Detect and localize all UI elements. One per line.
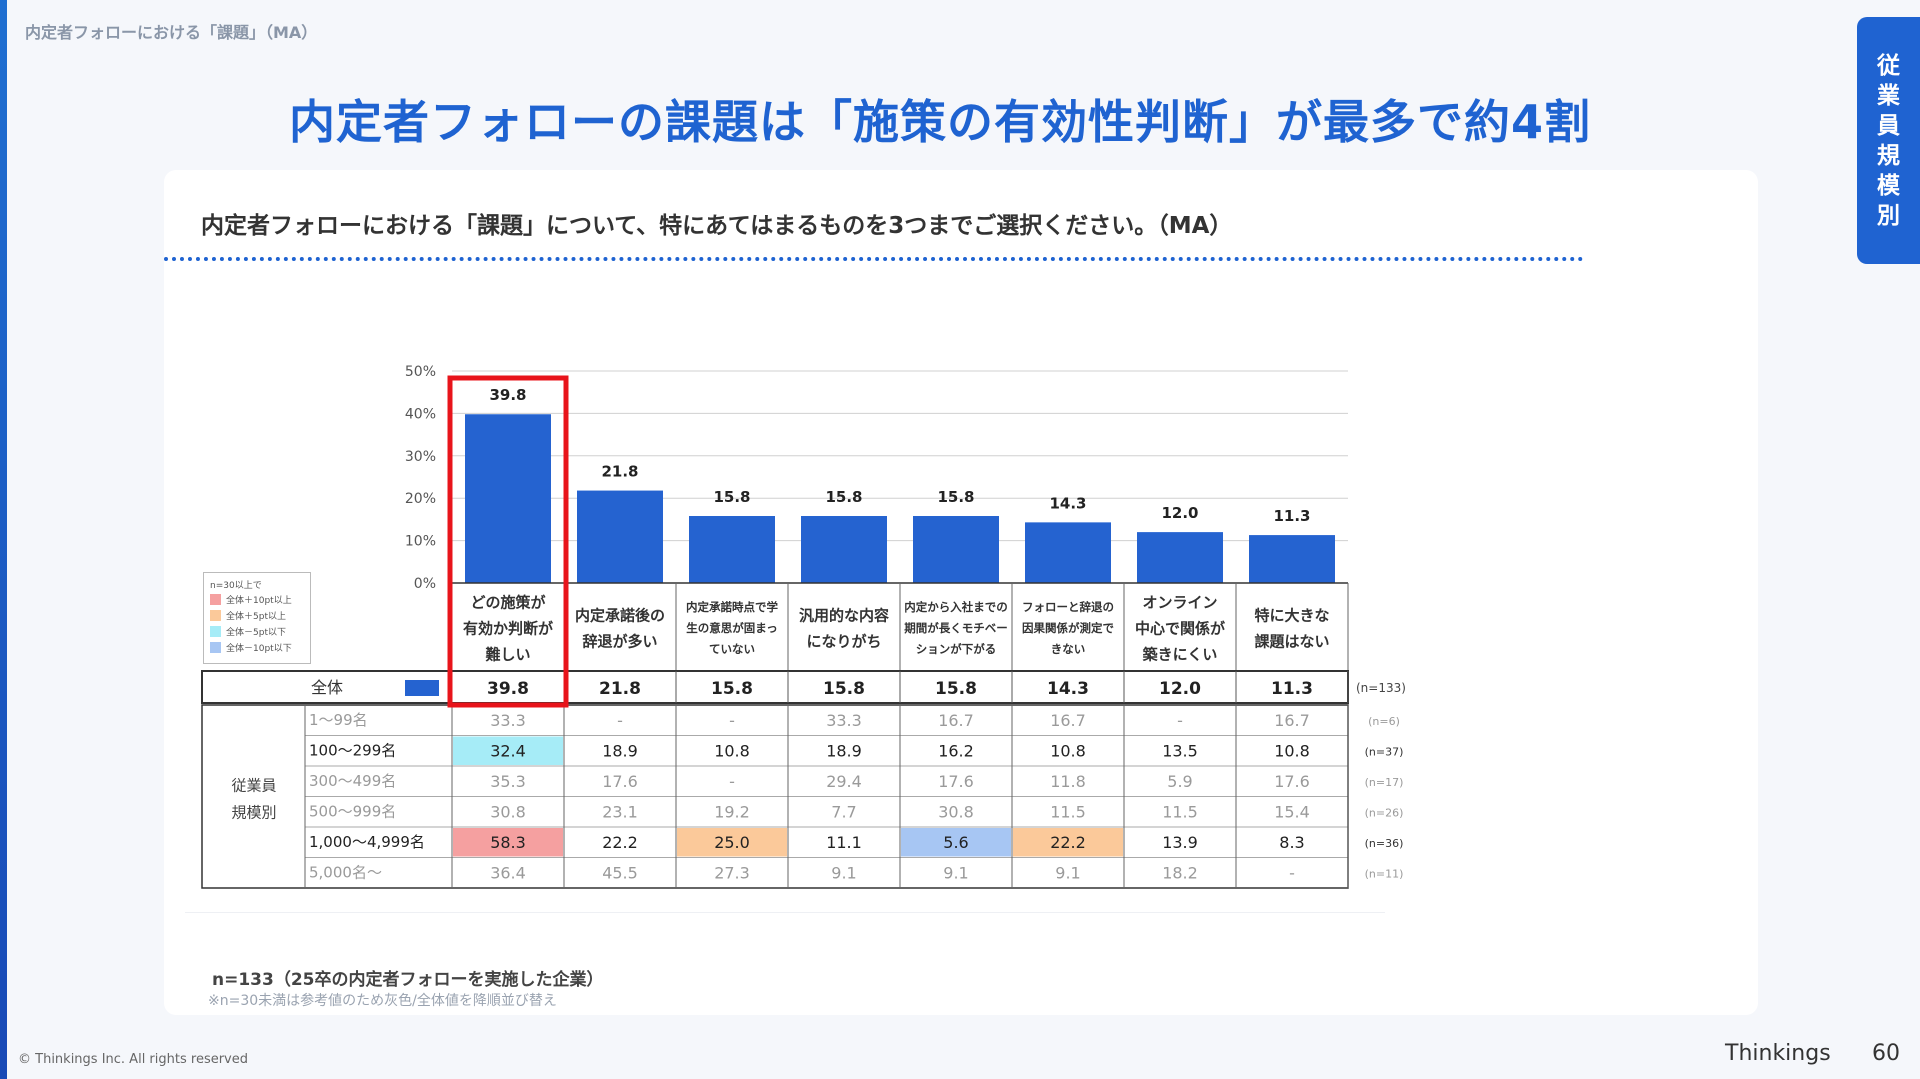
page-number: 60 [1872,1041,1900,1066]
legend-swatch [210,641,221,653]
legend-label: 全体＋10pt以上 [226,595,292,606]
legend-label: 全体－10pt以下 [226,643,292,654]
side-tab-char: 業 [1877,82,1900,109]
legend-label: 全体＋5pt以上 [226,611,286,622]
copyright: © Thinkings Inc. All rights reserved [18,1052,249,1067]
side-tab-char: 規 [1877,142,1900,169]
legend: n=30以上で 全体＋10pt以上 全体＋5pt以上 全体－5pt以下 全体－10pt… [203,572,311,664]
legend-label: 全体－5pt以下 [226,627,286,638]
side-tab-char: 従 [1877,52,1900,79]
footer-separator [185,912,1385,913]
breadcrumb: 内定者フォローにおける「課題」（MA） [25,23,318,42]
legend-title: n=30以上で [210,580,262,591]
side-tab-char: 模 [1877,172,1900,199]
sample-size-subnote: ※n=30未満は参考値のため灰色/全体値を降順並び替え [208,993,557,1009]
page-title: 内定者フォローの課題は「施策の有効性判断」が最多で約4割 [288,95,1591,149]
legend-item: 全体－10pt以下 [210,639,304,655]
sample-size-note: n=133（25卒の内定者フォローを実施した企業） [212,970,604,990]
legend-swatch [210,625,221,637]
side-tab-char: 員 [1877,112,1900,139]
side-tab-char: 別 [1877,202,1900,229]
legend-item: 全体＋5pt以上 [210,607,304,623]
legend-item: 全体＋10pt以上 [210,591,304,607]
brand-logo-text: Thinkings [1725,1041,1831,1066]
legend-swatch [210,593,221,605]
survey-question: 内定者フォローにおける「課題」について、特にあてはまるものを3つまでご選択くださ… [201,213,1233,239]
content-card [164,170,1758,1015]
left-accent-strip [0,0,7,1079]
legend-swatch [210,609,221,621]
dotted-divider [164,257,1584,261]
legend-item: 全体－5pt以下 [210,623,304,639]
side-tab-company-size[interactable]: 従業員規模別 [1857,17,1920,264]
